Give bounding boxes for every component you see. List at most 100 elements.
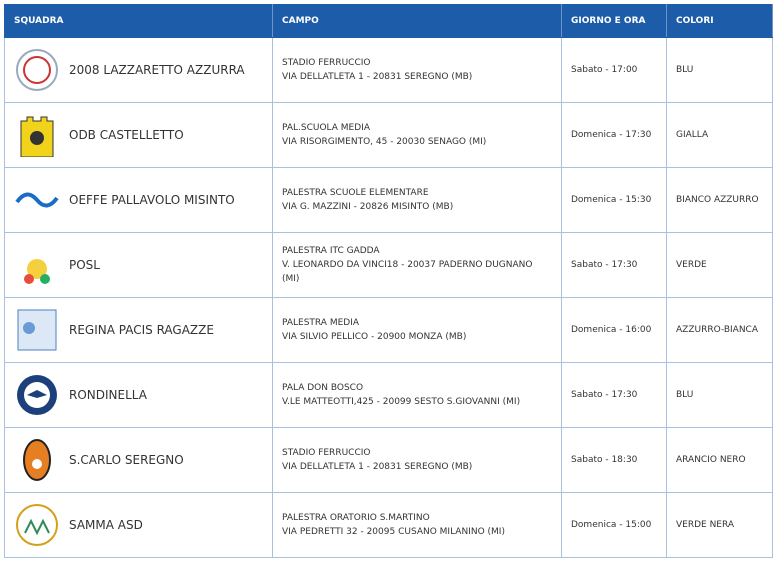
team-name: ODB CASTELLETTO [69, 128, 184, 142]
table-row: S.CARLO SEREGNO STADIO FERRUCCIO VIA DELLA… [4, 427, 773, 493]
colors-cell: VERDE NERA [666, 492, 773, 558]
team-wrap: 2008 LAZZARETTO AZZURRA [14, 48, 263, 92]
day-time-cell: Sabato - 17:30 [561, 362, 667, 428]
logo-shape [40, 274, 50, 284]
day-time-cell: Domenica - 17:30 [561, 102, 667, 168]
venue-cell: PALESTRA MEDIA VIA SILVIO PELLICO - 20900… [272, 297, 562, 363]
team-wrap: ODB CASTELLETTO [14, 113, 263, 157]
team-name: S.CARLO SEREGNO [69, 453, 184, 467]
team-cell: S.CARLO SEREGNO [4, 427, 273, 493]
colors-cell: ARANCIO NERO [666, 427, 773, 493]
venue-line: V.LE MATTEOTTI,425 - 20099 SESTO S.GIOVA… [282, 397, 521, 407]
venue-line: PALESTRA SCUOLE ELEMENTARE [282, 188, 429, 198]
logo-shape [15, 192, 59, 208]
colors-cell: BLU [666, 362, 773, 428]
day-time-cell: Sabato - 17:00 [561, 37, 667, 103]
team-wrap: POSL [14, 243, 263, 287]
team-logo [23, 439, 51, 481]
team-cell: RONDINELLA [4, 362, 273, 428]
colors-cell: GIALLA [666, 102, 773, 168]
logo-shape [23, 56, 51, 84]
venue-line: VIA RISORGIMENTO, 45 - 20030 SENAGO (MI) [282, 137, 487, 147]
header-cell: GIORNO E ORA [561, 4, 667, 38]
logo-shape [27, 390, 47, 398]
table-row: SAMMA ASD PALESTRA ORATORIO S.MARTINO VIA … [4, 492, 773, 558]
day-time-cell: Sabato - 18:30 [561, 427, 667, 493]
colors-cell: BLU [666, 37, 773, 103]
team-name: REGINA PACIS RAGAZZE [69, 323, 214, 337]
venue-line: STADIO FERRUCCIO [282, 58, 371, 68]
team-name: OEFFE PALLAVOLO MISINTO [69, 193, 235, 207]
day-time-cell: Domenica - 15:00 [561, 492, 667, 558]
team-logo [17, 309, 57, 351]
table-row: ODB CASTELLETTO PAL.SCUOLA MEDIA VIA RISOR… [4, 102, 773, 168]
team-logo [16, 49, 58, 91]
header-cell: SQUADRA [4, 4, 273, 38]
teams-table: SQUADRA CAMPO GIORNO E ORA COLORI 2008 L… [4, 4, 773, 558]
venue-line: PALA DON BOSCO [282, 383, 364, 393]
venue-cell: PALESTRA ORATORIO S.MARTINO VIA PEDRETTI … [272, 492, 562, 558]
team-name: RONDINELLA [69, 388, 147, 402]
venue-cell: STADIO FERRUCCIO VIA DELLATLETA 1 - 20831… [272, 427, 562, 493]
logo-shape [27, 259, 47, 279]
team-wrap: OEFFE PALLAVOLO MISINTO [14, 178, 263, 222]
table-body: 2008 LAZZARETTO AZZURRA STADIO FERRUCCIO V… [4, 37, 773, 558]
venue-line: VIA G. MAZZINI - 20826 MISINTO (MB) [282, 202, 454, 212]
team-logo [15, 192, 59, 208]
table-row: REGINA PACIS RAGAZZE PALESTRA MEDIA VIA SI… [4, 297, 773, 363]
team-logo [16, 504, 58, 546]
logo-shape [30, 131, 44, 145]
header-row: SQUADRA CAMPO GIORNO E ORA COLORI [4, 4, 773, 38]
team-name: SAMMA ASD [69, 518, 143, 532]
venue-line: VIA PEDRETTI 32 - 20095 CUSANO MILANINO … [282, 527, 505, 537]
table-row: RONDINELLA PALA DON BOSCO V.LE MATTEOTTI,4… [4, 362, 773, 428]
header-cell: CAMPO [272, 4, 562, 38]
venue-cell: STADIO FERRUCCIO VIA DELLATLETA 1 - 20831… [272, 37, 562, 103]
logo-shape [16, 49, 58, 91]
venue-cell: PALESTRA SCUOLE ELEMENTARE VIA G. MAZZINI… [272, 167, 562, 233]
venue-line: VIA SILVIO PELLICO - 20900 MONZA (MB) [282, 332, 467, 342]
logo-shape [24, 518, 50, 536]
team-name: POSL [69, 258, 100, 272]
team-name: 2008 LAZZARETTO AZZURRA [69, 63, 245, 77]
team-wrap: SAMMA ASD [14, 503, 263, 547]
header-cell: COLORI [666, 4, 773, 38]
table-row: OEFFE PALLAVOLO MISINTO PALESTRA SCUOLE E… [4, 167, 773, 233]
venue-cell: PALESTRA ITC GADDA V. LEONARDO DA VINCI18… [272, 232, 562, 298]
venue-line: PAL.SCUOLA MEDIA [282, 123, 370, 133]
venue-line: PALESTRA ITC GADDA [282, 246, 380, 256]
colors-cell: BIANCO AZZURRO [666, 167, 773, 233]
venue-line: VIA DELLATLETA 1 - 20831 SEREGNO (MB) [282, 462, 473, 472]
venue-line: VIA DELLATLETA 1 - 20831 SEREGNO (MB) [282, 72, 473, 82]
venue-line: PALESTRA ORATORIO S.MARTINO [282, 513, 430, 523]
team-logo [20, 116, 54, 157]
team-logo [24, 259, 50, 284]
colors-cell: VERDE [666, 232, 773, 298]
team-cell: OEFFE PALLAVOLO MISINTO [4, 167, 273, 233]
team-cell: SAMMA ASD [4, 492, 273, 558]
venue-line: STADIO FERRUCCIO [282, 448, 371, 458]
team-logo [17, 375, 57, 415]
table-row: POSL PALESTRA ITC GADDA V. LEONARDO DA VIN… [4, 232, 773, 298]
team-cell: REGINA PACIS RAGAZZE [4, 297, 273, 363]
logo-shape [23, 322, 35, 334]
logo-shape [16, 504, 58, 546]
venue-cell: PALA DON BOSCO V.LE MATTEOTTI,425 - 20099… [272, 362, 562, 428]
team-wrap: S.CARLO SEREGNO [14, 438, 263, 482]
venue-line: V. LEONARDO DA VINCI18 - 20037 PADERNO D… [282, 260, 533, 284]
team-cell: 2008 LAZZARETTO AZZURRA [4, 37, 273, 103]
team-cell: ODB CASTELLETTO [4, 102, 273, 168]
day-time-cell: Sabato - 17:30 [561, 232, 667, 298]
day-time-cell: Domenica - 15:30 [561, 167, 667, 233]
team-cell: POSL [4, 232, 273, 298]
logo-shape [24, 274, 34, 284]
team-wrap: REGINA PACIS RAGAZZE [14, 308, 263, 352]
table-row: 2008 LAZZARETTO AZZURRA STADIO FERRUCCIO V… [4, 37, 773, 103]
day-time-cell: Domenica - 16:00 [561, 297, 667, 363]
colors-cell: AZZURRO-BIANCA [666, 297, 773, 363]
venue-line: PALESTRA MEDIA [282, 318, 360, 328]
team-wrap: RONDINELLA [14, 373, 263, 417]
venue-cell: PAL.SCUOLA MEDIA VIA RISORGIMENTO, 45 - 2… [272, 102, 562, 168]
logo-shape [32, 459, 42, 469]
